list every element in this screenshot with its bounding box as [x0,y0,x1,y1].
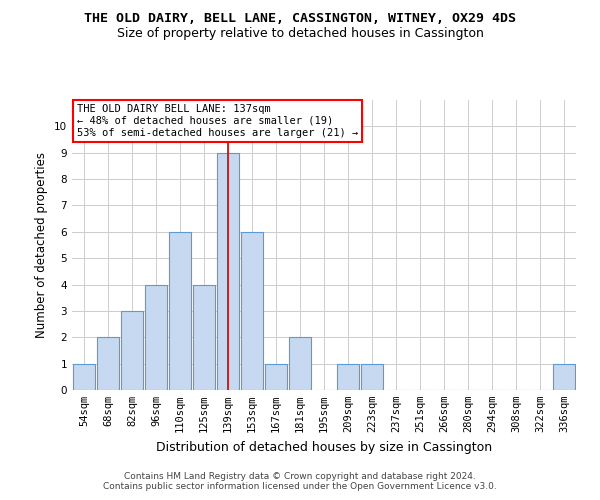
Text: THE OLD DAIRY, BELL LANE, CASSINGTON, WITNEY, OX29 4DS: THE OLD DAIRY, BELL LANE, CASSINGTON, WI… [84,12,516,26]
Text: Contains public sector information licensed under the Open Government Licence v3: Contains public sector information licen… [103,482,497,491]
Bar [553,364,575,390]
Bar [337,364,359,390]
Bar [169,232,191,390]
Bar [265,364,287,390]
Bar [73,364,95,390]
Text: THE OLD DAIRY BELL LANE: 137sqm
← 48% of detached houses are smaller (19)
53% of: THE OLD DAIRY BELL LANE: 137sqm ← 48% of… [77,104,358,138]
Bar [361,364,383,390]
Text: Contains HM Land Registry data © Crown copyright and database right 2024.: Contains HM Land Registry data © Crown c… [124,472,476,481]
X-axis label: Distribution of detached houses by size in Cassington: Distribution of detached houses by size … [156,440,492,454]
Bar [97,338,119,390]
Bar [121,311,143,390]
Text: Size of property relative to detached houses in Cassington: Size of property relative to detached ho… [116,28,484,40]
Bar [289,338,311,390]
Bar [193,284,215,390]
Bar [241,232,263,390]
Bar [217,152,239,390]
Y-axis label: Number of detached properties: Number of detached properties [35,152,49,338]
Bar [145,284,167,390]
